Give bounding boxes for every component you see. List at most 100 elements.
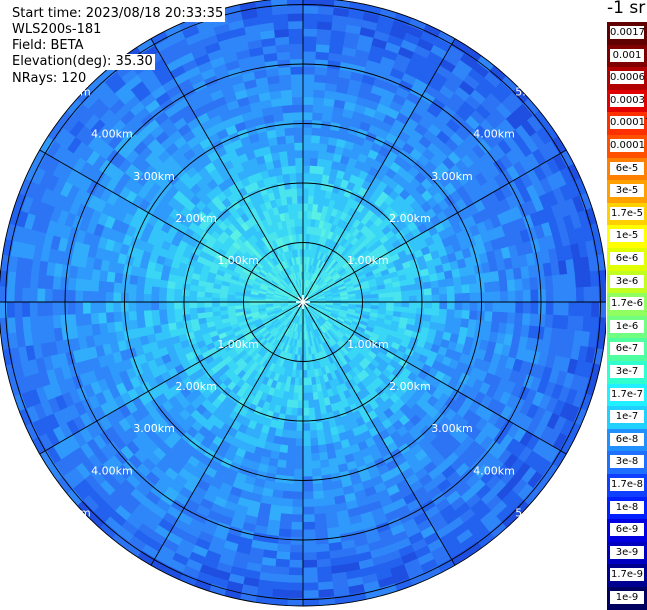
elevation-label: Elevation(deg): 35.30 xyxy=(12,54,155,70)
heatmap-cell xyxy=(303,386,308,394)
heatmap-cell xyxy=(314,82,326,91)
heatmap-cell xyxy=(52,289,60,302)
heatmap-cell xyxy=(144,310,152,319)
heatmap-cell xyxy=(152,278,161,287)
heatmap-cell xyxy=(309,173,316,181)
heatmap-cell xyxy=(537,314,546,327)
heatmap-cell xyxy=(561,288,569,302)
heatmap-cell xyxy=(303,13,318,21)
heatmap-cell xyxy=(297,401,303,409)
heatmap-cell xyxy=(279,74,291,83)
heatmap-cell xyxy=(166,295,174,302)
heatmap-cell xyxy=(316,551,330,560)
heatmap-cell xyxy=(303,522,315,530)
heatmap-cell xyxy=(311,446,319,454)
heatmap-cell xyxy=(288,6,304,14)
heatmap-cell xyxy=(91,280,99,292)
heatmap-cell xyxy=(303,461,312,469)
heatmap-cell xyxy=(75,314,84,326)
range-ring-label: 1.00km xyxy=(347,254,389,267)
heatmap-cell xyxy=(303,568,317,576)
heatmap-cell xyxy=(278,529,291,538)
heatmap-cell xyxy=(279,151,288,160)
heatmap-cell xyxy=(292,89,303,97)
heatmap-cell xyxy=(303,583,318,591)
heatmap-cell xyxy=(90,291,98,302)
range-ring-label: 5.00km xyxy=(49,506,91,519)
heatmap-cell xyxy=(439,287,447,295)
heatmap-cell xyxy=(298,393,303,401)
heatmap-cell xyxy=(311,143,320,151)
heatmap-cell xyxy=(235,302,243,306)
heatmap-cell xyxy=(292,196,298,204)
heatmap-cell xyxy=(560,274,569,288)
heatmap-cell xyxy=(493,292,501,302)
heatmap-cell xyxy=(288,13,303,21)
heatmap-cell xyxy=(314,90,326,98)
heatmap-cell xyxy=(417,302,425,308)
heatmap-cell xyxy=(401,291,409,297)
heatmap-cell xyxy=(508,302,516,313)
heatmap-cell xyxy=(303,575,318,583)
heatmap-cell xyxy=(462,293,470,302)
colorbar-tick-label: 6e-8 xyxy=(610,433,644,446)
heatmap-cell xyxy=(303,127,312,135)
heatmap-cell xyxy=(282,491,293,499)
heatmap-cell xyxy=(220,306,228,311)
heatmap-cell xyxy=(219,302,227,306)
heatmap-cell xyxy=(492,312,500,323)
heatmap-cell xyxy=(212,297,220,302)
heatmap-cell xyxy=(295,454,303,462)
heatmap-cell xyxy=(313,491,324,499)
heatmap-cell xyxy=(387,297,395,302)
heatmap-cell xyxy=(315,521,327,530)
heatmap-cell xyxy=(315,536,328,545)
heatmap-cell xyxy=(272,589,288,598)
heatmap-cell xyxy=(317,36,331,45)
heatmap-cell xyxy=(212,302,220,307)
heatmap-cell xyxy=(113,292,121,302)
heatmap-cell xyxy=(287,446,295,454)
heatmap-cell xyxy=(303,530,315,538)
heatmap-cell xyxy=(67,302,75,314)
heatmap-cell xyxy=(552,275,561,289)
heatmap-cell xyxy=(29,288,37,302)
heatmap-cell xyxy=(313,483,323,491)
heatmap-cell xyxy=(189,308,197,314)
heatmap-cell xyxy=(283,112,293,120)
heatmap-cell xyxy=(45,315,54,329)
heatmap-cell xyxy=(303,150,311,158)
heatmap-cell xyxy=(303,218,307,226)
heatmap-cell xyxy=(590,317,599,333)
heatmap-cell xyxy=(318,589,334,598)
heatmap-cell xyxy=(303,112,313,120)
heatmap-cell xyxy=(316,422,324,430)
heatmap-cell xyxy=(128,284,136,294)
heatmap-cell xyxy=(151,294,159,302)
heatmap-cell xyxy=(294,211,299,219)
heatmap-cell xyxy=(310,438,318,446)
heatmap-cell xyxy=(303,44,317,52)
colorbar-unit: -1 sr xyxy=(607,0,645,18)
heatmap-cell xyxy=(53,276,62,290)
heatmap-cell xyxy=(298,386,303,394)
heatmap-cell xyxy=(285,189,292,197)
heatmap-cell xyxy=(290,59,303,67)
heatmap-cell xyxy=(303,82,315,90)
heatmap-cell xyxy=(319,143,328,152)
heatmap-cell xyxy=(294,219,299,227)
heatmap-cell xyxy=(379,298,387,302)
heatmap-cell xyxy=(292,515,304,523)
heatmap-cell xyxy=(308,400,314,408)
heatmap-cell xyxy=(516,291,524,303)
heatmap-cell xyxy=(274,567,289,576)
heatmap-cell xyxy=(286,143,295,151)
heatmap-cell xyxy=(307,370,311,378)
heatmap-cell xyxy=(37,302,45,316)
heatmap-cell xyxy=(297,416,303,424)
heatmap-cell xyxy=(60,277,69,290)
heatmap-cell xyxy=(285,468,295,476)
heatmap-cell xyxy=(308,393,314,401)
heatmap-cell xyxy=(290,51,303,59)
heatmap-cell xyxy=(289,36,303,44)
